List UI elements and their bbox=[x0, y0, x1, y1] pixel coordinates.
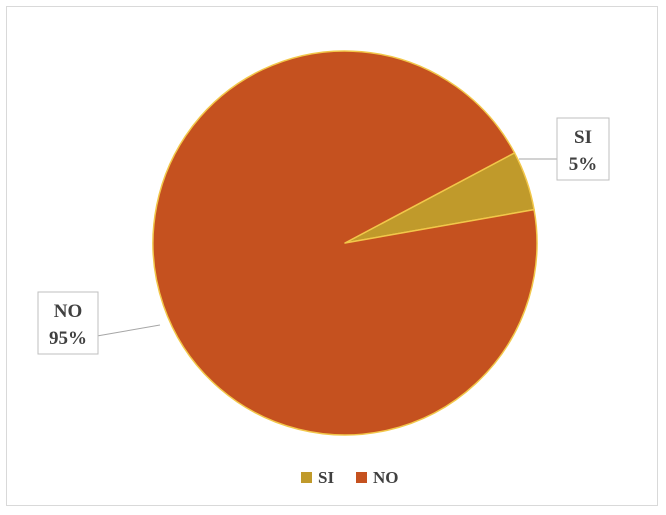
legend: SI NO bbox=[301, 468, 399, 487]
data-label-si-percent: 5% bbox=[569, 154, 598, 175]
data-label-no-category: NO bbox=[54, 301, 83, 322]
data-label-no-percent: 95% bbox=[49, 328, 87, 349]
data-label-si-box bbox=[556, 117, 610, 181]
data-label-si: SI 5% bbox=[556, 117, 610, 181]
data-label-si-category: SI bbox=[574, 127, 592, 148]
leader-line-no bbox=[96, 324, 161, 337]
legend-swatch-si bbox=[301, 472, 312, 483]
legend-label-si: SI bbox=[318, 468, 334, 487]
pie-slice-no bbox=[152, 50, 538, 436]
pie-slices bbox=[152, 50, 538, 436]
legend-label-no: NO bbox=[373, 468, 399, 487]
legend-swatch-no bbox=[356, 472, 367, 483]
data-label-no: NO 95% bbox=[37, 291, 99, 355]
data-label-no-box bbox=[37, 291, 99, 355]
